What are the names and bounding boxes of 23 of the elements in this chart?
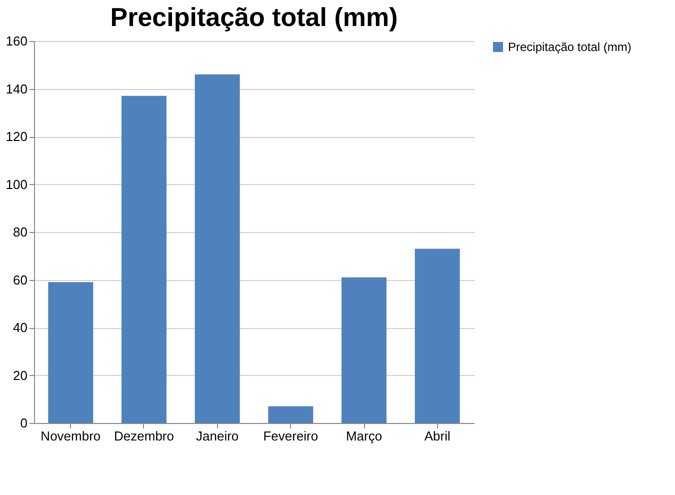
bar [414, 248, 460, 423]
y-tick-label: 40 [13, 320, 28, 335]
y-tick-label: 0 [20, 416, 28, 430]
y-tick-label: 140 [6, 81, 28, 96]
y-tick-label: 160 [6, 34, 28, 48]
x-tick-label: Abril [424, 428, 450, 444]
y-tick-label: 80 [13, 224, 28, 240]
y-tick-label: 120 [6, 129, 28, 144]
bar [268, 406, 314, 423]
legend-label: Precipitação total (mm) [508, 40, 632, 54]
x-tick-label: Fevereiro [263, 428, 318, 444]
bar [122, 96, 166, 423]
bar [48, 282, 94, 423]
x-tick-label: Novembro [40, 428, 101, 444]
x-tick-label: Dezembro [114, 428, 174, 444]
chart-title: Precipitação total (mm) [110, 2, 398, 32]
y-tick-label: 20 [13, 368, 28, 383]
bar [194, 74, 240, 423]
x-tick-label: Janeiro [196, 428, 239, 444]
y-tick-label: 60 [13, 272, 28, 288]
bar [342, 277, 386, 423]
y-tick-label: 100 [6, 176, 28, 192]
x-tick-label: Março [346, 428, 382, 444]
